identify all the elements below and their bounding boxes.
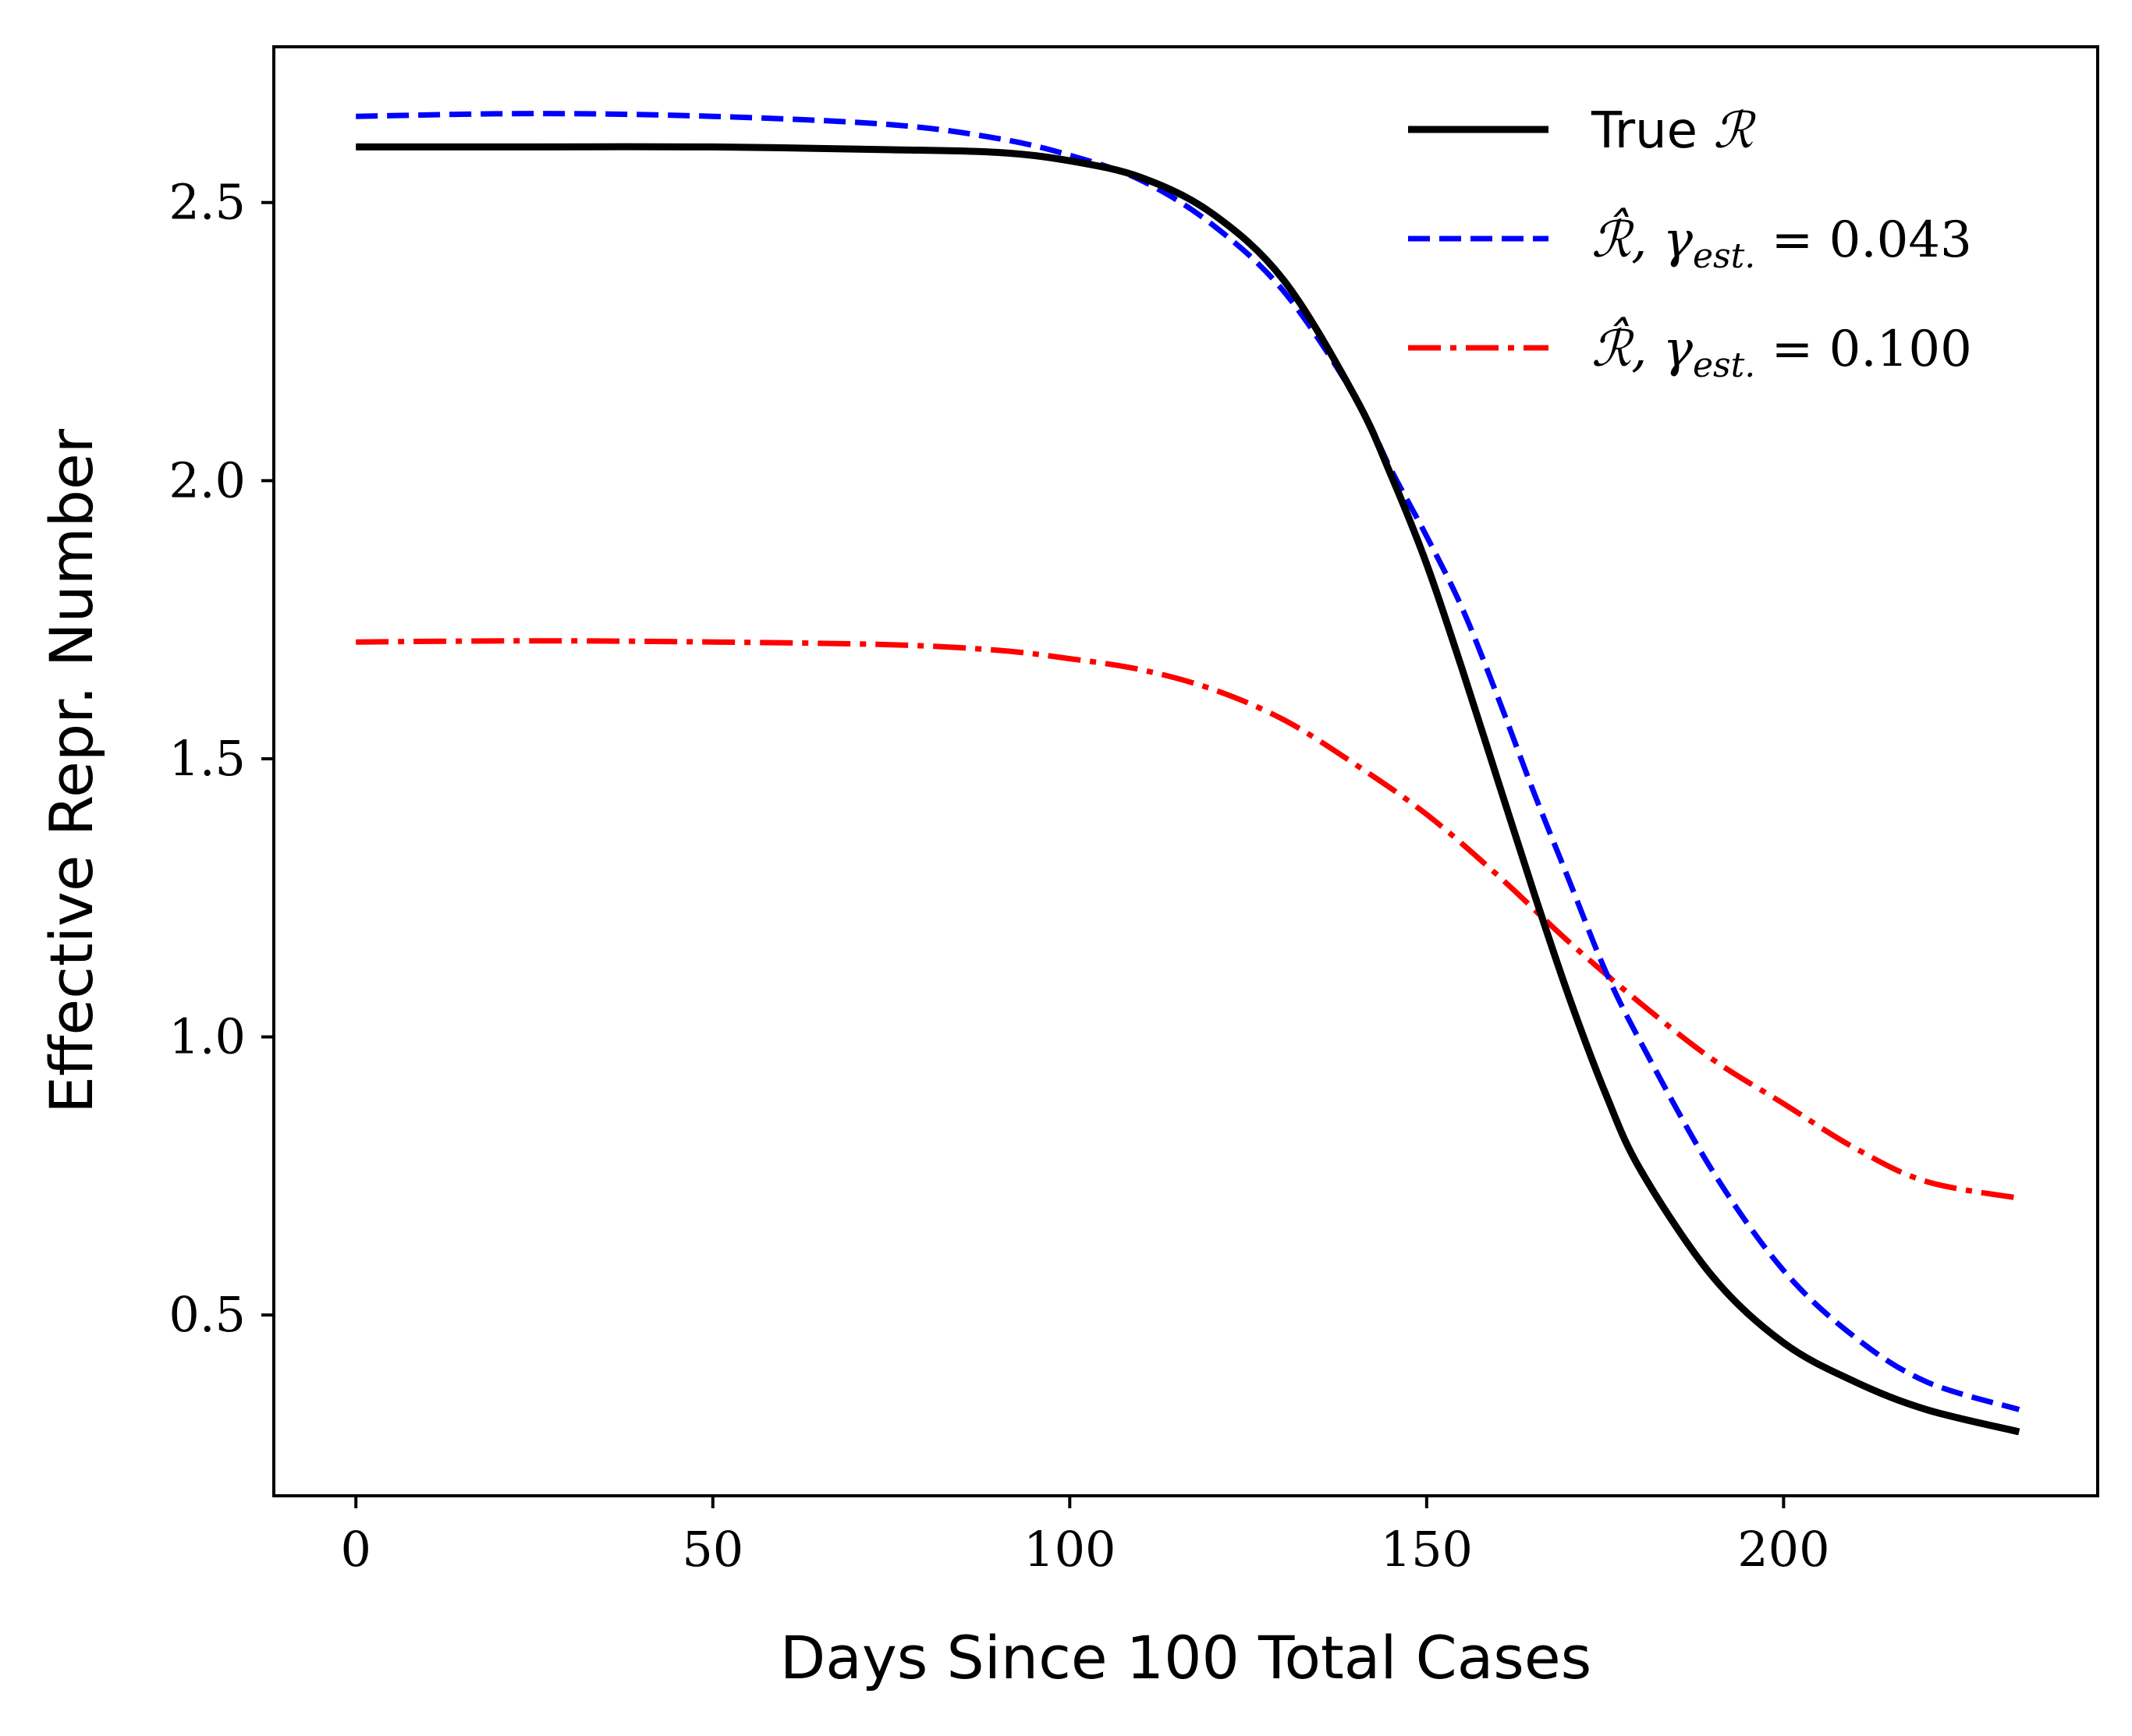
legend-label-true-r: True ℛ (1591, 102, 1756, 160)
y-tick-label: 1.5 (169, 730, 246, 787)
x-tick-label: 100 (1023, 1521, 1116, 1578)
series-line-gamma-0100 (356, 638, 2020, 1201)
x-axis-label: Days Since 100 Total Cases (780, 1623, 1592, 1692)
x-tick-label: 150 (1381, 1521, 1473, 1578)
legend: True ℛ ℛ̂, γest. = 0.043 ℛ̂, γest. = 0.1… (1408, 102, 1972, 385)
y-axis-label: Effective Repr. Number (37, 428, 106, 1114)
x-tick-label: 0 (341, 1521, 371, 1578)
series-line-true-r (356, 143, 2020, 1436)
y-axis-ticks: 0.5 1.0 1.5 2.0 2.5 (169, 174, 274, 1343)
y-tick-label: 1.0 (169, 1008, 246, 1065)
legend-label-gamma-0043: ℛ̂, γest. = 0.043 (1591, 207, 1972, 276)
y-tick-label: 2.5 (169, 174, 246, 231)
y-tick-label: 0.5 (169, 1286, 246, 1343)
x-tick-label: 50 (682, 1521, 743, 1578)
x-axis-ticks: 0 50 100 150 200 (341, 1496, 1830, 1578)
legend-label-gamma-0100: ℛ̂, γest. = 0.100 (1591, 316, 1972, 385)
y-tick-label: 2.0 (169, 452, 246, 508)
x-tick-label: 200 (1737, 1521, 1829, 1578)
plot-frame (272, 45, 2099, 1497)
series-line-gamma-0043 (356, 111, 2020, 1412)
series-layer (356, 111, 2020, 1436)
